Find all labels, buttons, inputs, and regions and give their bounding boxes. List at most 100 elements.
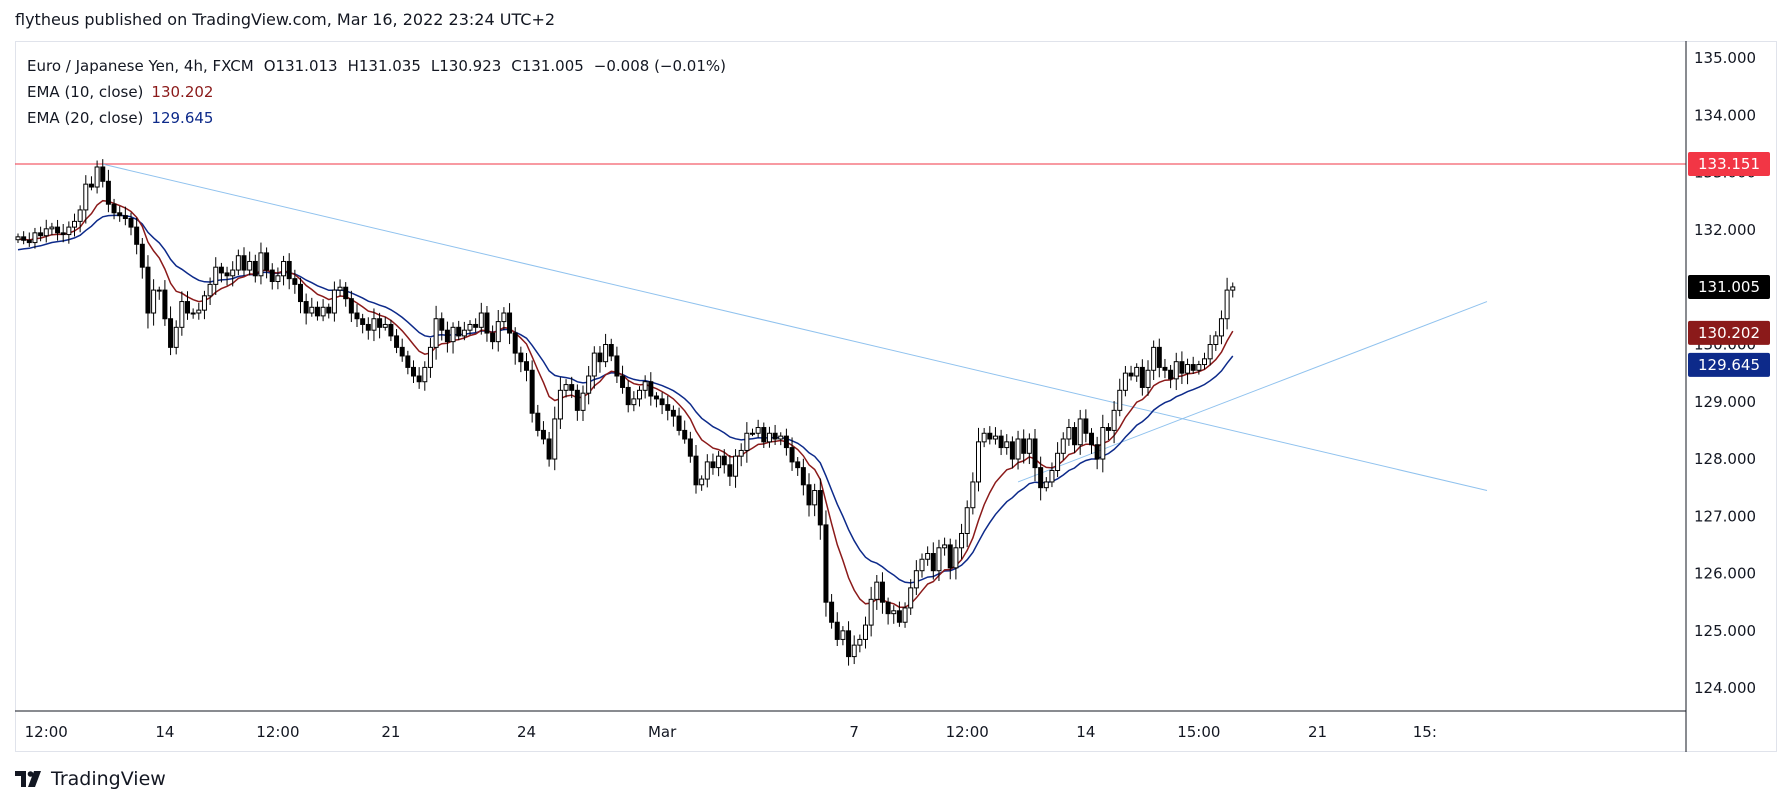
candle-body <box>806 484 812 506</box>
candle-body <box>518 352 524 363</box>
y-tick-label: 126.000 <box>1694 565 1756 583</box>
price-label-text: 130.202 <box>1698 324 1760 342</box>
candle-body <box>998 435 1004 449</box>
candle-body <box>976 441 981 483</box>
candle-body <box>450 326 456 343</box>
candle-body <box>1055 452 1061 471</box>
close-value: C131.005 <box>511 57 584 75</box>
candle-body <box>721 455 727 466</box>
candle-body <box>495 321 501 343</box>
candle-body <box>529 369 535 414</box>
candle-body <box>439 318 445 331</box>
legend-ohlc-row: Euro / Japanese Yen, 4h, FXCM O131.013 H13… <box>27 53 726 79</box>
tradingview-brand[interactable]: TradingView <box>15 768 166 790</box>
legend-ema10-row[interactable]: EMA (10, close) 130.202 <box>27 79 726 105</box>
candle-body <box>574 389 580 411</box>
symbol-title[interactable]: Euro / Japanese Yen, 4h, FXCM <box>27 57 254 75</box>
candle-body <box>936 547 942 572</box>
candle-body <box>111 203 117 214</box>
y-tick-label: 134.000 <box>1694 106 1756 124</box>
candle-body <box>778 435 784 440</box>
candle-body <box>185 301 190 314</box>
candle-body <box>151 289 157 314</box>
ema20-label: EMA (20, close) <box>27 109 144 127</box>
candle-body <box>72 220 77 228</box>
candle-body <box>38 232 44 237</box>
candle-body <box>501 312 507 323</box>
candle-body <box>1032 438 1038 469</box>
candle-body <box>750 432 755 435</box>
candle-body <box>817 490 823 526</box>
candle-body <box>789 447 795 463</box>
candle-body <box>625 386 631 406</box>
candle-body <box>591 352 597 377</box>
candle-body <box>343 286 349 300</box>
x-tick-label: 12:00 <box>256 723 299 741</box>
candle-body <box>281 260 287 277</box>
candle-body <box>896 610 902 623</box>
candle-body <box>942 544 948 549</box>
candle-body <box>834 621 840 640</box>
candle-body <box>241 255 247 271</box>
candle-body <box>269 269 275 283</box>
candle-body <box>569 384 575 391</box>
candle-body <box>427 346 433 368</box>
candle-body <box>94 166 100 188</box>
candle-body <box>1105 427 1111 431</box>
candle-body <box>981 432 987 443</box>
y-tick-label: 132.000 <box>1694 221 1756 239</box>
candle-body <box>524 361 529 371</box>
candle-body <box>26 239 32 244</box>
candle-body <box>490 332 496 343</box>
candle-body <box>173 326 179 348</box>
candle-body <box>43 228 49 237</box>
candle-body <box>32 232 38 244</box>
candle-body <box>620 375 626 388</box>
candle-body <box>829 601 835 623</box>
low-value: L130.923 <box>430 57 502 75</box>
candle-body <box>365 323 371 331</box>
candle-body <box>1202 358 1207 366</box>
candle-body <box>823 524 829 603</box>
trendline-descending <box>102 163 1488 492</box>
candle-body <box>540 429 546 440</box>
candle-body <box>405 355 411 368</box>
candle-body <box>224 272 230 277</box>
candle-body <box>207 283 213 297</box>
candle-body <box>105 180 111 205</box>
publish-info: flytheus published on TradingView.com, M… <box>15 10 556 29</box>
candle-body <box>399 346 405 357</box>
candle-body <box>1038 467 1044 489</box>
ema20-value: 129.645 <box>151 109 214 127</box>
candle-body <box>394 335 400 348</box>
price-label-text: 133.151 <box>1698 155 1760 173</box>
candle-body <box>1128 372 1134 377</box>
candle-body <box>891 610 897 615</box>
ema-layer <box>17 199 1234 609</box>
candle-body <box>467 323 473 331</box>
candle-body <box>298 283 303 303</box>
candle-body <box>761 427 767 443</box>
candle-body <box>122 215 128 220</box>
chart-lines-layer <box>15 163 1686 492</box>
candle-body <box>1162 366 1168 371</box>
candle-body <box>546 438 552 460</box>
candle-body <box>716 455 722 469</box>
candle-body <box>292 278 298 285</box>
legend-ema20-row[interactable]: EMA (20, close) 129.645 <box>27 105 726 131</box>
candle-body <box>218 266 224 274</box>
candle-body <box>1021 438 1027 454</box>
candle-body <box>704 461 710 480</box>
candle-body <box>275 275 281 283</box>
candle-body <box>230 269 236 277</box>
candle-body <box>637 389 642 400</box>
candle-body <box>665 404 671 411</box>
candle-body <box>947 544 953 569</box>
candle-body <box>303 301 309 314</box>
high-value: H131.035 <box>347 57 421 75</box>
candle-body <box>1043 481 1049 489</box>
candle-body <box>727 464 733 477</box>
candle-body <box>738 449 744 457</box>
candle-body <box>913 570 919 589</box>
